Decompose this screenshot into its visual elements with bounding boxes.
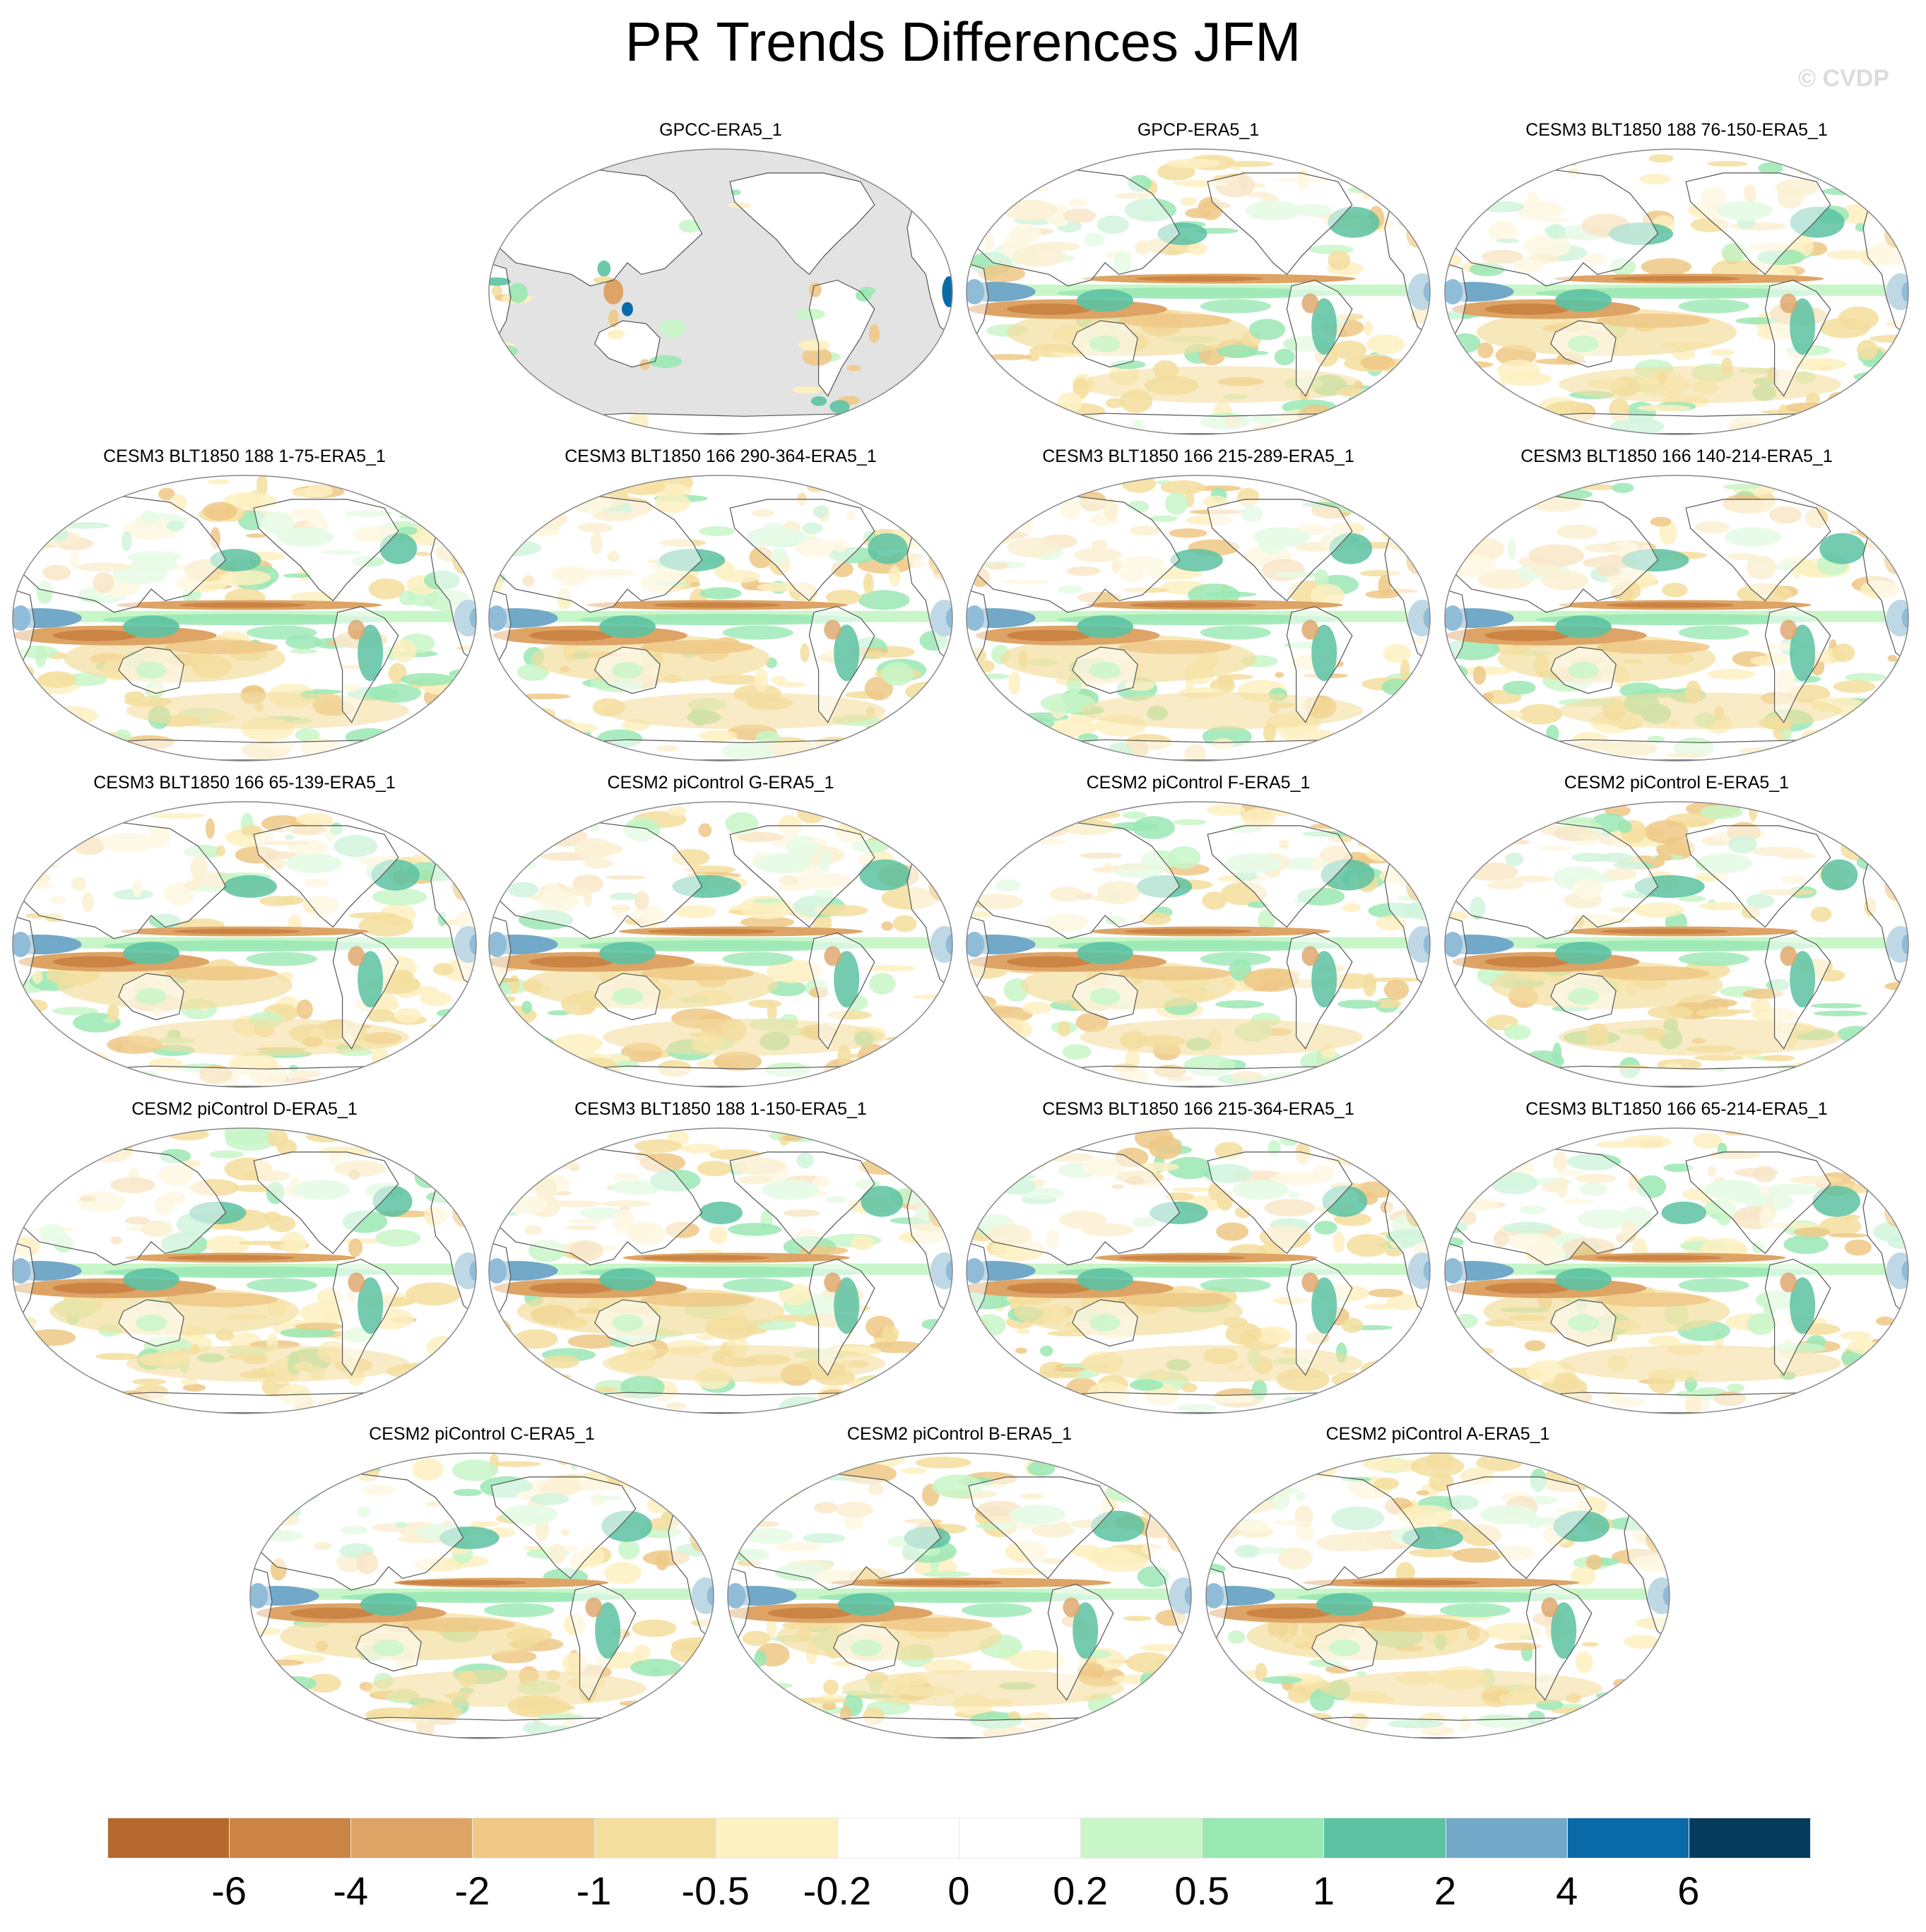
panel-title: CESM2 piControl D-ERA5_1: [131, 1099, 358, 1119]
colorbar-tick-label: -1: [576, 1868, 612, 1913]
figure-title: PR Trends Differences JFM: [625, 11, 1301, 73]
panel-title: CESM2 piControl G-ERA5_1: [607, 773, 834, 793]
precip-trend-map: [727, 1452, 1192, 1739]
panel-title: CESM3 BLT1850 166 215-364-ERA5_1: [1042, 1099, 1354, 1119]
map-panel: CESM3 BLT1850 166 65-214-ERA5_1: [1442, 1099, 1911, 1424]
map-panel: CESM3 BLT1850 166 140-214-ERA5_1: [1442, 446, 1911, 771]
colorbar-swatch: [229, 1818, 352, 1859]
map-panel: CESM3 BLT1850 188 1-150-ERA5_1: [486, 1099, 955, 1424]
panel-title: GPCP-ERA5_1: [1137, 120, 1260, 140]
precip-trend-map: [249, 1452, 714, 1739]
colorbar-swatch: [1566, 1818, 1689, 1859]
colorbar-tick-label: 6: [1677, 1868, 1700, 1913]
map-panel: CESM2 piControl F-ERA5_1: [964, 773, 1433, 1098]
precip-trend-map: [488, 1127, 953, 1414]
map-panel: CESM2 piControl A-ERA5_1: [1203, 1424, 1672, 1749]
map-panel: CESM2 piControl E-ERA5_1: [1442, 773, 1911, 1098]
colorbar-swatch: [1323, 1818, 1446, 1859]
colorbar-tick-label: 4: [1556, 1868, 1578, 1913]
colorbar-swatch: [837, 1818, 959, 1859]
map-panel: CESM3 BLT1850 188 1-75-ERA5_1: [10, 446, 479, 771]
colorbar-tick-label: 0.2: [1053, 1868, 1109, 1913]
panel-title: CESM3 BLT1850 166 290-364-ERA5_1: [565, 446, 877, 466]
panel-title: CESM3 BLT1850 188 1-75-ERA5_1: [103, 446, 386, 466]
panel-title: CESM3 BLT1850 188 76-150-ERA5_1: [1525, 120, 1828, 140]
colorbar-tick-label: 0: [947, 1868, 970, 1913]
colorbar-tick-label: -6: [211, 1868, 247, 1913]
panel-title: CESM3 BLT1850 188 1-150-ERA5_1: [574, 1099, 867, 1119]
precip-trend-map: [12, 475, 477, 761]
map-panel: CESM3 BLT1850 166 65-139-ERA5_1: [10, 773, 479, 1098]
precip-trend-map: [966, 1127, 1431, 1414]
map-panel: CESM3 BLT1850 166 215-364-ERA5_1: [964, 1099, 1433, 1424]
colorbar-swatch: [350, 1818, 473, 1859]
map-panel: CESM2 piControl B-ERA5_1: [725, 1424, 1194, 1749]
panel-title: CESM3 BLT1850 166 65-139-ERA5_1: [93, 773, 396, 793]
map-panel: CESM3 BLT1850 166 290-364-ERA5_1: [486, 446, 955, 771]
colorbar-swatch: [107, 1818, 230, 1859]
colorbar-tick-label: 0.5: [1174, 1868, 1230, 1913]
map-panel: CESM2 piControl D-ERA5_1: [10, 1099, 479, 1424]
panel-title: CESM3 BLT1850 166 140-214-ERA5_1: [1520, 446, 1833, 466]
colorbar-swatch: [1445, 1818, 1568, 1859]
panel-title: GPCC-ERA5_1: [659, 120, 782, 140]
panel-title: CESM3 BLT1850 166 215-289-ERA5_1: [1042, 446, 1354, 466]
precip-trend-map: [966, 148, 1431, 435]
panel-title: CESM2 piControl A-ERA5_1: [1325, 1424, 1550, 1444]
panel-title: CESM3 BLT1850 166 65-214-ERA5_1: [1525, 1099, 1828, 1119]
map-panel: CESM3 BLT1850 188 76-150-ERA5_1: [1442, 120, 1911, 445]
precip-trend-map: [488, 475, 953, 761]
precip-trend-map: [966, 475, 1431, 761]
map-panel: CESM2 piControl C-ERA5_1: [247, 1424, 716, 1749]
precip-trend-map: [1444, 475, 1909, 761]
map-panel: CESM3 BLT1850 166 215-289-ERA5_1: [964, 446, 1433, 771]
map-panel: CESM2 piControl G-ERA5_1: [486, 773, 955, 1098]
colorbar: [107, 1818, 1811, 1859]
colorbar-swatch: [959, 1818, 1082, 1859]
panel-title: CESM2 piControl F-ERA5_1: [1086, 773, 1311, 793]
precip-trend-map: [1444, 801, 1909, 1088]
precip-trend-map: [488, 148, 953, 435]
colorbar-swatch: [1688, 1818, 1811, 1859]
panel-title: CESM2 piControl B-ERA5_1: [846, 1424, 1073, 1444]
colorbar-tick-label: 1: [1312, 1868, 1335, 1913]
precip-trend-map: [12, 801, 477, 1088]
map-panel: GPCP-ERA5_1: [964, 120, 1433, 445]
precip-trend-map: [12, 1127, 477, 1414]
precip-trend-map: [1205, 1452, 1670, 1739]
precip-trend-map: [1444, 148, 1909, 435]
panel-title: CESM2 piControl E-ERA5_1: [1564, 773, 1790, 793]
precip-trend-map: [1444, 1127, 1909, 1414]
colorbar-swatch: [593, 1818, 716, 1859]
colorbar-swatch: [715, 1818, 838, 1859]
panel-title: CESM2 piControl C-ERA5_1: [369, 1424, 595, 1444]
colorbar-tick-label: -2: [454, 1868, 490, 1913]
cvdp-credit-watermark: © CVDP: [1798, 65, 1889, 92]
colorbar-swatch: [1080, 1818, 1203, 1859]
colorbar-swatch: [1202, 1818, 1325, 1859]
colorbar-tick-label: -0.5: [681, 1868, 750, 1913]
colorbar-tick-label: -4: [333, 1868, 369, 1913]
precip-trend-map: [488, 801, 953, 1088]
colorbar-tick-label: -0.2: [803, 1868, 872, 1913]
precip-trend-map: [966, 801, 1431, 1088]
colorbar-swatch: [472, 1818, 595, 1859]
map-panel: GPCC-ERA5_1: [486, 120, 955, 445]
colorbar-tick-label: 2: [1434, 1868, 1457, 1913]
